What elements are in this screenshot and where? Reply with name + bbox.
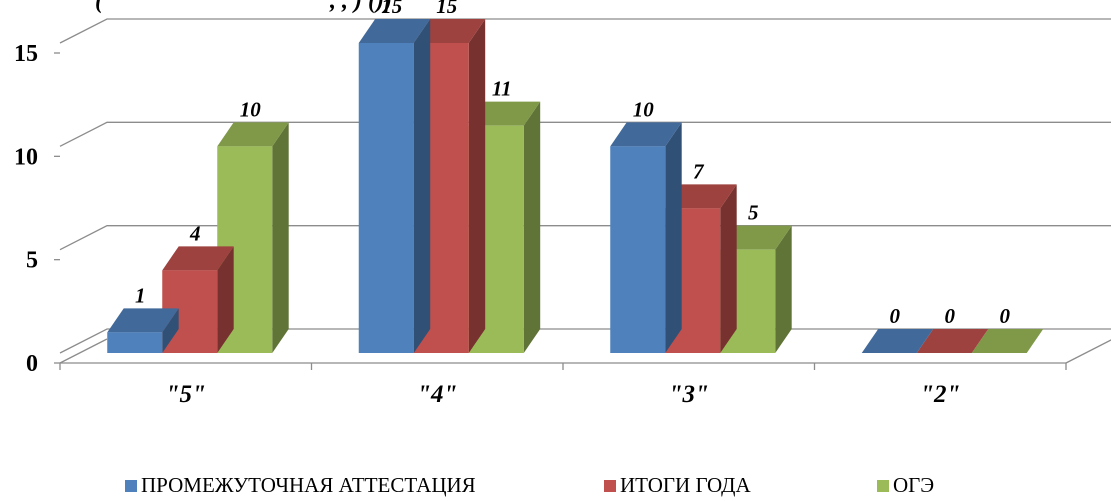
bar-top xyxy=(468,101,541,126)
gridline xyxy=(59,18,1111,44)
chart-title-continued: , , ) ()) xyxy=(329,0,392,14)
legend-label: ПРОМЕЖУТОЧНАЯ АТТЕСТАЦИЯ xyxy=(141,473,476,497)
legend: ПРОМЕЖУТОЧНАЯ АТТЕСТАЦИЯ ИТОГИ ГОДА ОГЭ xyxy=(0,473,1111,501)
bar-top xyxy=(107,308,179,333)
bar-top xyxy=(358,19,431,43)
bar xyxy=(107,332,163,353)
data-label: 5 xyxy=(748,201,759,225)
chart-title: ( xyxy=(95,0,105,14)
data-label: 4 xyxy=(189,221,201,245)
category-label: "2" xyxy=(920,381,960,408)
legend-swatch xyxy=(604,479,616,492)
bar-top xyxy=(916,329,989,353)
bar-top xyxy=(162,246,234,271)
bar-side xyxy=(523,101,541,354)
bar-side xyxy=(775,225,792,353)
data-label: 0 xyxy=(945,304,956,328)
gridline xyxy=(59,121,1111,147)
bar-top xyxy=(971,329,1044,353)
bar-side xyxy=(217,246,234,353)
data-label: 0 xyxy=(890,304,901,328)
bar-top xyxy=(413,19,486,43)
data-label: 1 xyxy=(135,283,146,307)
bar-side xyxy=(413,19,431,353)
bar-top xyxy=(861,329,934,353)
bar xyxy=(610,146,666,353)
bar-side xyxy=(665,122,682,353)
legend-label: ОГЭ xyxy=(893,473,935,497)
legend-swatch xyxy=(125,479,137,492)
y-tick-label: 15 xyxy=(14,41,38,67)
floor-left-edge xyxy=(59,338,108,364)
category-label: "3" xyxy=(669,381,709,408)
data-label: 7 xyxy=(693,159,705,183)
bar-side xyxy=(272,122,289,353)
y-tick-label: 0 xyxy=(26,351,38,377)
data-label: 10 xyxy=(633,97,655,121)
bar-top xyxy=(217,122,289,147)
bar xyxy=(358,43,414,353)
y-tick-label: 5 xyxy=(26,248,38,274)
legend-item-oge: ОГЭ xyxy=(877,473,934,498)
data-label: 15 xyxy=(436,0,457,18)
data-label: 15 xyxy=(381,0,402,18)
floor-edge xyxy=(1065,339,1111,364)
bar-side xyxy=(720,184,737,353)
bar-top xyxy=(610,122,682,147)
data-label: 10 xyxy=(240,97,262,121)
legend-swatch xyxy=(877,479,889,492)
y-tick-label: 10 xyxy=(14,144,38,170)
legend-item-itogi-goda: ИТОГИ ГОДА xyxy=(604,473,751,498)
bar-chart: 0 5 10 15 10 4 1 "5" 11 15 15 "4" 5 7 10 "3" 0 0 0 "2" ( , , … xyxy=(14,0,1111,408)
data-label: 11 xyxy=(492,77,512,101)
category-label: "5" xyxy=(166,381,206,408)
data-label: 0 xyxy=(1000,304,1011,328)
bar-top xyxy=(665,184,737,209)
bar-top xyxy=(720,225,792,250)
category-label: "4" xyxy=(417,381,457,408)
bar-side xyxy=(468,19,486,353)
bar-side xyxy=(162,308,179,353)
legend-label: ИТОГИ ГОДА xyxy=(620,473,751,497)
legend-item-promezhutochnaya: ПРОМЕЖУТОЧНАЯ АТТЕСТАЦИЯ xyxy=(125,473,476,498)
